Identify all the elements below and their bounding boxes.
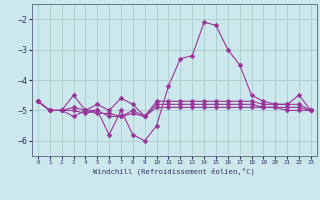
X-axis label: Windchill (Refroidissement éolien,°C): Windchill (Refroidissement éolien,°C) <box>93 168 255 175</box>
